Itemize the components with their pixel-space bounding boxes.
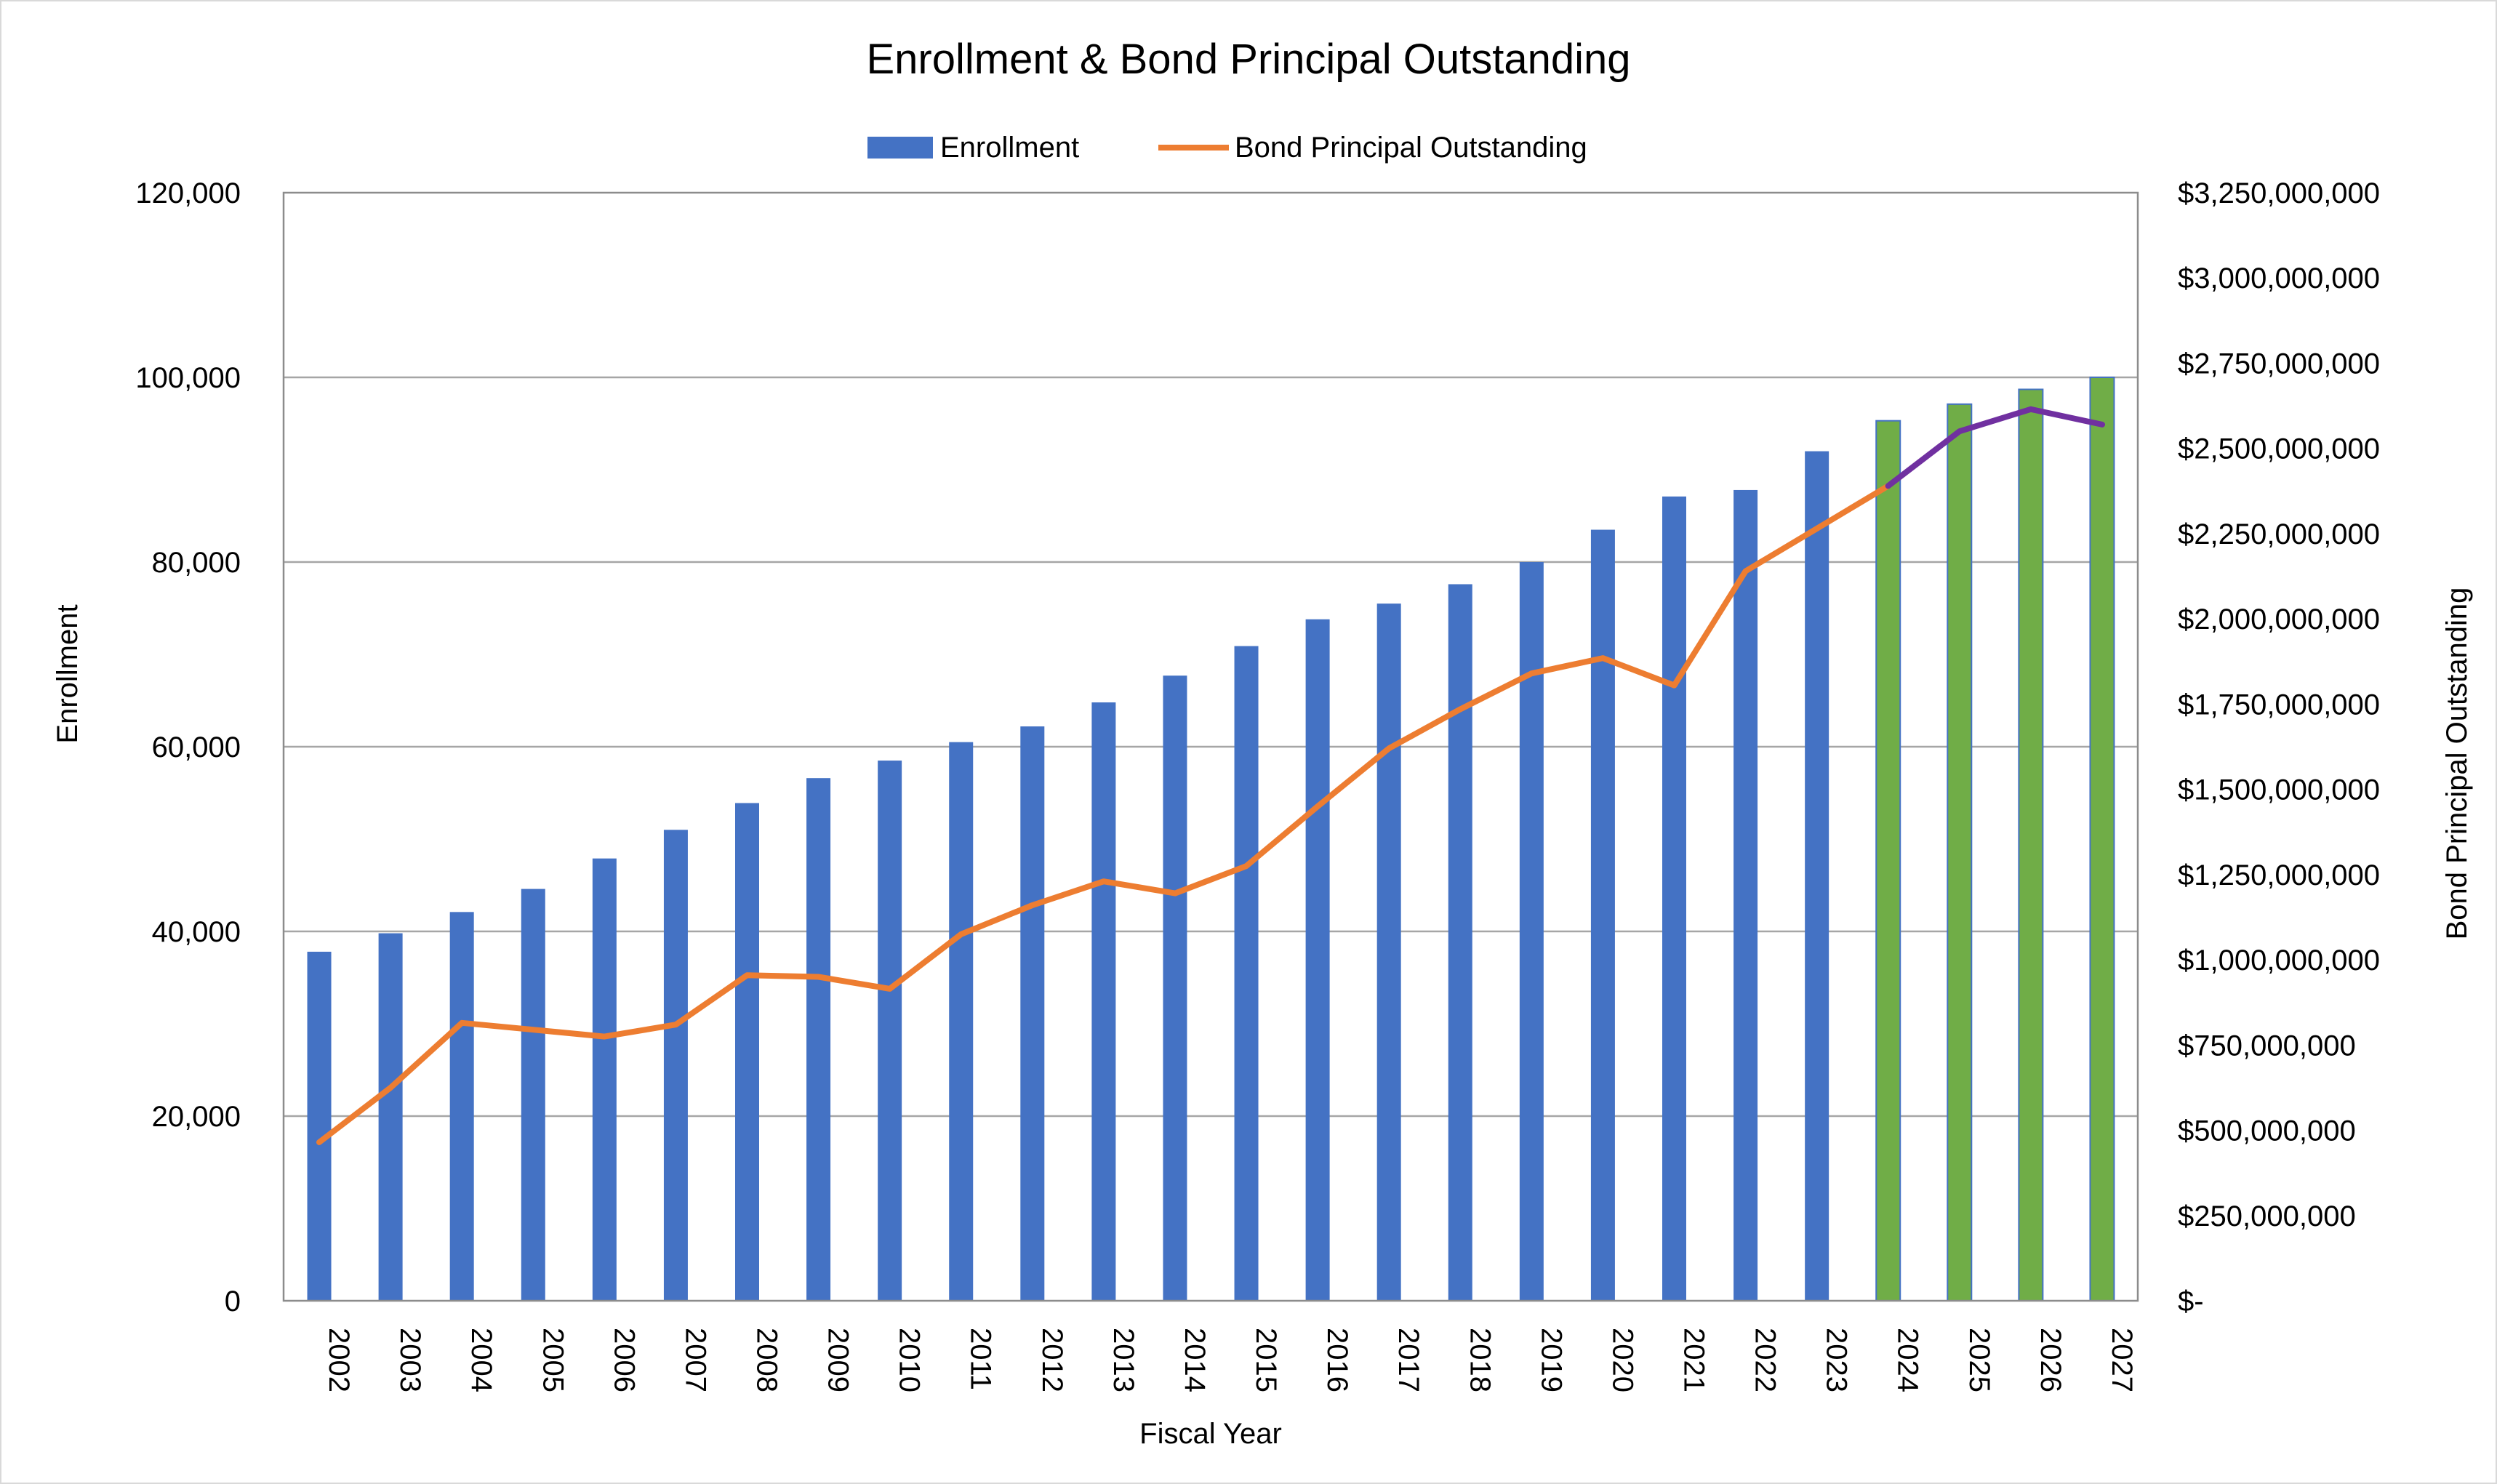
x-tick-label: 2007 [679, 1328, 711, 1392]
x-tick-label: 2010 [894, 1328, 926, 1392]
enrollment-bar-projected [1875, 420, 1901, 1302]
x-tick-label: 2016 [1321, 1328, 1353, 1392]
enrollment-bars [307, 377, 2115, 1302]
x-tick-label: 2018 [1464, 1328, 1496, 1392]
x-axis-ticks: 2002 2003 2004 2005 2006 2007 2008 2009 2010 2011… [323, 1328, 2138, 1392]
x-tick-label: 2015 [1250, 1328, 1282, 1392]
x-tick-label: 2027 [2106, 1328, 2138, 1392]
x-tick-label: 2002 [323, 1328, 355, 1392]
right-tick-label: $- [2178, 1286, 2204, 1317]
x-tick-label: 2023 [1821, 1328, 1853, 1392]
x-axis-title: Fiscal Year [1139, 1418, 1282, 1450]
bond-lines [316, 406, 2105, 1145]
right-tick-label: $750,000,000 [2178, 1030, 2356, 1062]
left-axis-ticks: 0 20,000 40,000 60,000 80,000 100,000 120,000 [135, 177, 241, 1317]
enrollment-bar [1020, 726, 1045, 1301]
bond-line [316, 483, 1891, 1145]
x-tick-label: 2012 [1036, 1328, 1068, 1392]
x-tick-label: 2022 [1749, 1328, 1781, 1392]
right-tick-label: $1,000,000,000 [2178, 944, 2380, 976]
right-tick-label: $2,250,000,000 [2178, 518, 2380, 550]
enrollment-bar [1448, 584, 1472, 1301]
enrollment-bar [1234, 646, 1259, 1301]
right-tick-label: $2,500,000,000 [2178, 433, 2380, 465]
left-tick-label: 120,000 [135, 177, 241, 209]
enrollment-bar [378, 933, 403, 1301]
right-tick-label: $3,250,000,000 [2178, 177, 2380, 209]
x-tick-label: 2020 [1606, 1328, 1638, 1392]
x-tick-label: 2026 [2035, 1328, 2067, 1392]
enrollment-bar [806, 778, 831, 1301]
enrollment-bar [1305, 619, 1330, 1301]
legend: Enrollment Bond Principal Outstanding [867, 132, 1587, 164]
enrollment-bar [1805, 451, 1829, 1301]
enrollment-bar [735, 803, 759, 1301]
x-tick-label: 2008 [751, 1328, 783, 1392]
x-tick-label: 2004 [465, 1328, 497, 1392]
x-tick-label: 2014 [1179, 1328, 1211, 1392]
x-tick-label: 2006 [608, 1328, 640, 1392]
bond-line-projected [1885, 406, 2105, 489]
left-tick-label: 100,000 [135, 362, 241, 394]
x-tick-label: 2017 [1392, 1328, 1424, 1392]
x-tick-label: 2011 [965, 1328, 997, 1390]
enrollment-bar-projected [2018, 388, 2044, 1301]
enrollment-bar [878, 761, 902, 1301]
right-tick-label: $2,000,000,000 [2178, 603, 2380, 635]
enrollment-bar [521, 889, 545, 1301]
right-tick-label: $250,000,000 [2178, 1200, 2356, 1232]
right-tick-label: $3,000,000,000 [2178, 262, 2380, 294]
x-tick-label: 2003 [394, 1328, 426, 1392]
legend-swatch-enrollment [867, 137, 933, 159]
x-tick-label: 2025 [1963, 1328, 1995, 1392]
left-tick-label: 40,000 [152, 916, 241, 948]
left-tick-label: 60,000 [152, 731, 241, 763]
enrollment-bar-projected [1947, 403, 1973, 1302]
enrollment-bar [1519, 562, 1544, 1301]
left-tick-label: 20,000 [152, 1101, 241, 1133]
left-tick-label: 0 [225, 1286, 241, 1317]
left-axis-title: Enrollment [52, 604, 84, 743]
enrollment-bar [1662, 496, 1686, 1301]
enrollment-bar [1163, 675, 1187, 1301]
enrollment-bar [663, 830, 688, 1301]
x-tick-label: 2009 [822, 1328, 854, 1392]
x-tick-label: 2024 [1892, 1328, 1924, 1392]
left-tick-label: 80,000 [152, 547, 241, 579]
enrollment-bar [1091, 702, 1116, 1301]
right-tick-label: $500,000,000 [2178, 1115, 2356, 1147]
enrollment-bar [449, 912, 474, 1301]
right-tick-label: $2,750,000,000 [2178, 348, 2380, 380]
enrollment-bar [592, 858, 617, 1301]
x-tick-label: 2005 [537, 1328, 569, 1392]
enrollment-bar [1376, 603, 1401, 1301]
legend-label-enrollment: Enrollment [940, 132, 1079, 164]
x-tick-label: 2019 [1535, 1328, 1567, 1392]
enrollment-bar [1734, 489, 1758, 1301]
gridlines [284, 376, 2138, 1118]
enrollment-bar [949, 742, 974, 1301]
chart-title: Enrollment & Bond Principal Outstanding [866, 36, 1630, 83]
right-tick-label: $1,250,000,000 [2178, 859, 2380, 891]
right-tick-label: $1,500,000,000 [2178, 774, 2380, 806]
x-tick-label: 2021 [1678, 1328, 1710, 1392]
legend-label-bond: Bond Principal Outstanding [1235, 132, 1587, 164]
right-axis-ticks: $- $250,000,000 $500,000,000 $750,000,000 $1… [2178, 177, 2380, 1317]
enrollment-bar [1590, 529, 1615, 1301]
x-tick-label: 2013 [1107, 1328, 1139, 1392]
right-tick-label: $1,750,000,000 [2178, 689, 2380, 721]
enrollment-bar-projected [2089, 377, 2115, 1301]
plot-area-border [282, 191, 2139, 1302]
enrollment-bar [307, 951, 332, 1301]
right-axis-title: Bond Principal Outstanding [2441, 587, 2473, 940]
